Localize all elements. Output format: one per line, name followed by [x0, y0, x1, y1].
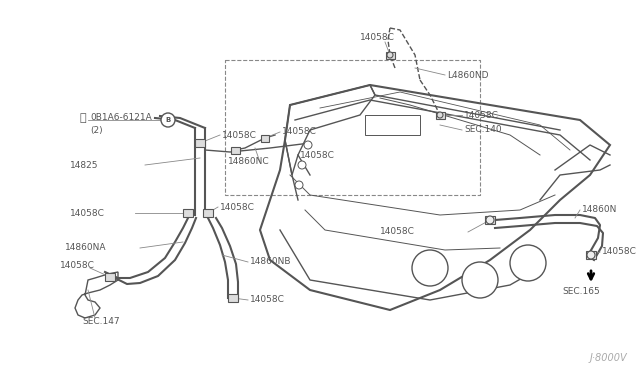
Bar — [203, 209, 213, 217]
Circle shape — [587, 251, 595, 259]
Circle shape — [437, 112, 443, 118]
Text: SEC.165: SEC.165 — [562, 288, 600, 296]
Text: 14058C: 14058C — [250, 295, 285, 305]
Bar — [365, 115, 420, 135]
Text: J·8000V: J·8000V — [590, 353, 628, 363]
Bar — [230, 147, 239, 154]
Text: 14058C: 14058C — [464, 110, 499, 119]
Circle shape — [510, 245, 546, 281]
Circle shape — [462, 262, 498, 298]
Bar — [435, 112, 445, 119]
Text: SEC.147: SEC.147 — [82, 317, 120, 327]
Text: Ⓑ: Ⓑ — [80, 113, 86, 123]
Text: SEC.140: SEC.140 — [464, 125, 502, 135]
Text: 14058C: 14058C — [70, 208, 105, 218]
Text: 14058C: 14058C — [220, 202, 255, 212]
Bar — [183, 209, 193, 217]
Text: 14860N: 14860N — [582, 205, 618, 215]
Bar — [228, 294, 238, 302]
Text: (2): (2) — [90, 125, 102, 135]
Circle shape — [304, 141, 312, 149]
Circle shape — [161, 113, 175, 127]
Text: 14058C: 14058C — [602, 247, 637, 257]
Circle shape — [298, 161, 306, 169]
Text: B: B — [165, 117, 171, 123]
Text: L4860ND: L4860ND — [447, 71, 488, 80]
Circle shape — [486, 216, 494, 224]
Text: 14860NB: 14860NB — [250, 257, 291, 266]
Text: 14058C: 14058C — [360, 32, 395, 42]
Circle shape — [295, 181, 303, 189]
Text: 14825: 14825 — [70, 160, 99, 170]
Text: 14058C: 14058C — [60, 260, 95, 269]
Text: 0B1A6-6121A: 0B1A6-6121A — [90, 113, 152, 122]
Text: 14058C: 14058C — [282, 128, 317, 137]
Circle shape — [387, 52, 393, 58]
Bar — [485, 216, 495, 224]
Bar — [385, 51, 394, 58]
Bar — [586, 251, 596, 259]
Text: 14058C: 14058C — [380, 228, 415, 237]
Text: 14058C: 14058C — [300, 151, 335, 160]
Bar — [195, 139, 205, 147]
Bar — [105, 273, 115, 281]
Text: 14860NC: 14860NC — [228, 157, 269, 167]
Circle shape — [412, 250, 448, 286]
Text: 14860NA: 14860NA — [65, 244, 106, 253]
Bar — [261, 135, 269, 141]
Text: 14058C: 14058C — [222, 131, 257, 140]
